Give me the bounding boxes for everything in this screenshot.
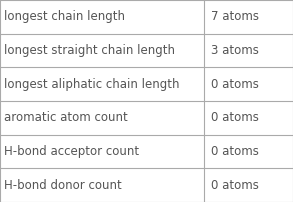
- Text: 3 atoms: 3 atoms: [211, 44, 259, 57]
- Text: longest aliphatic chain length: longest aliphatic chain length: [4, 78, 180, 91]
- Bar: [0, 0, 204, 34]
- Bar: [0, 168, 204, 202]
- Bar: [204, 0, 293, 34]
- Bar: [204, 67, 293, 101]
- Text: 0 atoms: 0 atoms: [211, 111, 259, 124]
- Text: H-bond donor count: H-bond donor count: [4, 179, 122, 192]
- Text: 0 atoms: 0 atoms: [211, 179, 259, 192]
- Text: aromatic atom count: aromatic atom count: [4, 111, 128, 124]
- Bar: [204, 101, 293, 135]
- Text: H-bond acceptor count: H-bond acceptor count: [4, 145, 139, 158]
- Bar: [204, 34, 293, 67]
- Text: 0 atoms: 0 atoms: [211, 145, 259, 158]
- Bar: [0, 67, 204, 101]
- Text: longest chain length: longest chain length: [4, 10, 125, 23]
- Text: longest straight chain length: longest straight chain length: [4, 44, 176, 57]
- Bar: [0, 101, 204, 135]
- Text: 7 atoms: 7 atoms: [211, 10, 259, 23]
- Bar: [0, 34, 204, 67]
- Text: 0 atoms: 0 atoms: [211, 78, 259, 91]
- Bar: [204, 135, 293, 168]
- Bar: [0, 135, 204, 168]
- Bar: [204, 168, 293, 202]
